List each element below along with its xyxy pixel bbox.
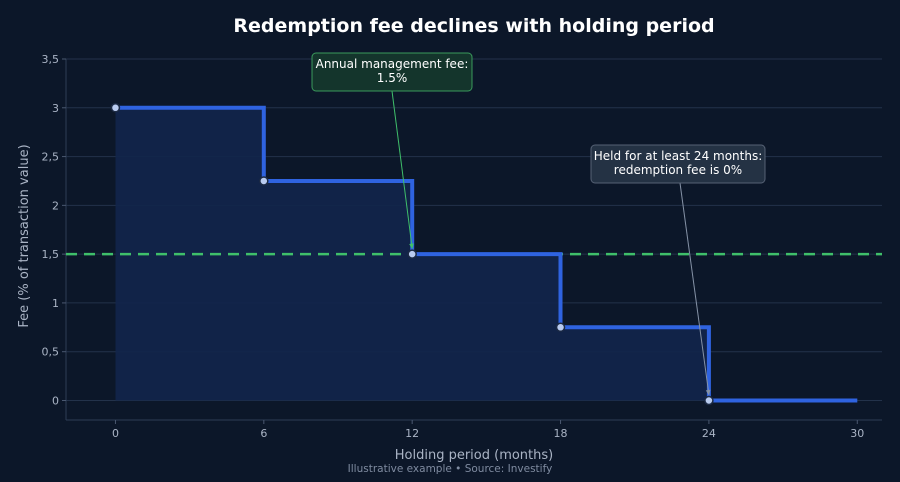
y-tick-label: 2 — [52, 199, 59, 212]
annotation-text: 1.5% — [377, 71, 408, 85]
data-point — [555, 322, 566, 333]
annotation: Held for at least 24 months:redemption f… — [590, 144, 766, 396]
annotation: Annual management fee:1.5% — [311, 52, 473, 250]
series-line — [115, 105, 858, 403]
chart-title: Redemption fee declines with holding per… — [233, 15, 714, 37]
x-tick-label: 12 — [405, 427, 419, 440]
annotation-arrow — [679, 182, 710, 395]
annotation-text: Annual management fee: — [316, 57, 469, 71]
annotation-arrowhead — [705, 389, 711, 396]
annotation-box — [311, 52, 473, 92]
annotation-arrowhead — [409, 243, 414, 250]
x-tick-label: 30 — [850, 427, 864, 440]
annotation-text: redemption fee is 0% — [614, 163, 742, 177]
y-axis-label: Fee (% of transaction value) — [17, 144, 32, 327]
chart-footer: Illustrative example • Source: Investify — [348, 463, 553, 475]
x-axis-label: Holding period (months) — [395, 448, 553, 463]
annotation-text: Held for at least 24 months: — [594, 149, 763, 163]
annotation-arrow — [391, 90, 413, 249]
data-point — [110, 103, 121, 113]
x-tick-label: 6 — [260, 427, 267, 440]
series-layer — [115, 105, 858, 403]
y-tick-label: 3 — [52, 102, 59, 115]
y-tick-label: 0,5 — [42, 346, 60, 359]
data-point — [407, 249, 417, 259]
x-tick-label: 18 — [554, 427, 568, 440]
y-tick-label: 1,5 — [42, 248, 60, 261]
x-tick-label: 24 — [702, 427, 716, 440]
x-tick-label: 0 — [112, 427, 119, 440]
y-tick-label: 3,5 — [42, 53, 60, 66]
data-point — [259, 176, 269, 186]
y-tick-label: 1 — [52, 297, 59, 310]
marker-layer — [110, 103, 714, 406]
annotation-box — [590, 144, 766, 184]
y-tick-label: 0 — [52, 394, 59, 407]
annotation-layer: Annual management fee:1.5% Held for at le… — [311, 52, 766, 396]
tick-layer: 0 0,5 1 1,5 2 2,5 3 3,5 0 6 12 18 24 30 — [42, 53, 865, 440]
y-tick-label: 2,5 — [42, 151, 60, 164]
data-point — [704, 395, 714, 406]
